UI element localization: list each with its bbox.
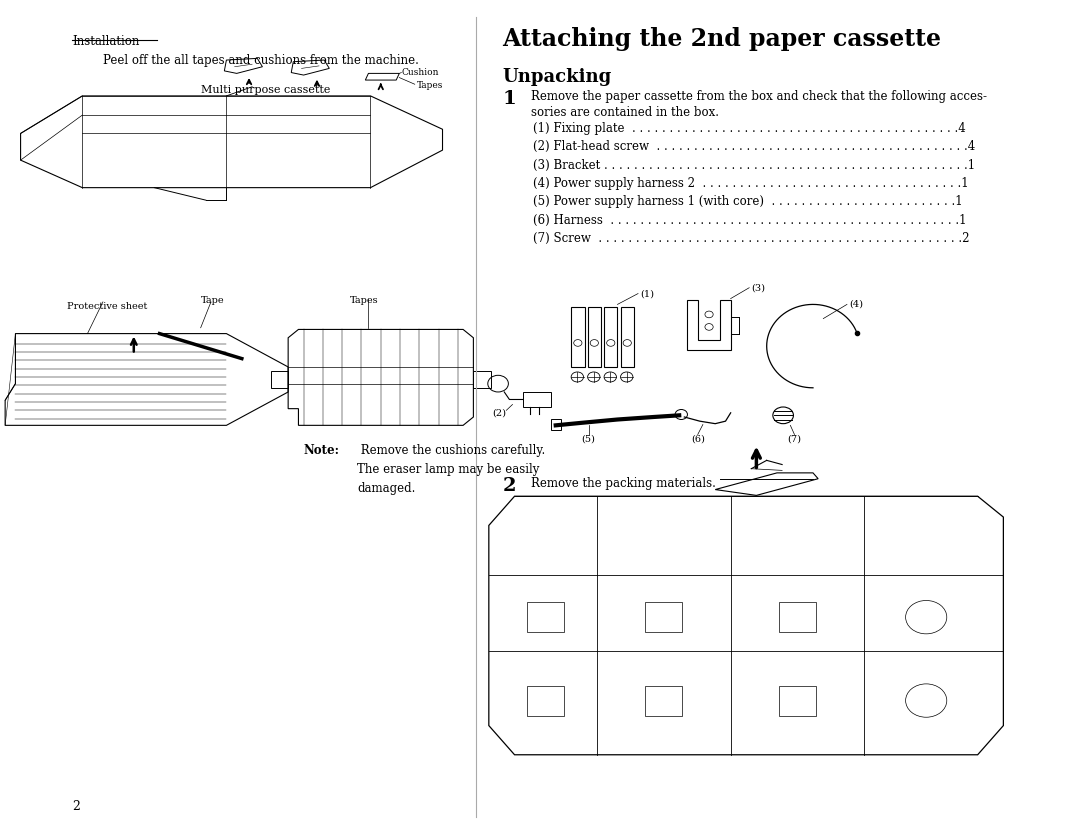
Text: Installation: Installation <box>72 35 139 48</box>
Text: (6) Harness  . . . . . . . . . . . . . . . . . . . . . . . . . . . . . . . . . .: (6) Harness . . . . . . . . . . . . . . … <box>534 214 967 227</box>
Text: (3) Bracket . . . . . . . . . . . . . . . . . . . . . . . . . . . . . . . . . . : (3) Bracket . . . . . . . . . . . . . . … <box>534 158 975 172</box>
Text: Tape: Tape <box>201 296 225 305</box>
Text: (2): (2) <box>492 409 507 417</box>
Text: Unpacking: Unpacking <box>502 68 611 87</box>
Text: (4): (4) <box>849 300 863 309</box>
Text: (1): (1) <box>640 289 654 298</box>
Text: Cushion: Cushion <box>402 68 438 77</box>
Text: (6): (6) <box>691 435 704 444</box>
Text: (7) Screw  . . . . . . . . . . . . . . . . . . . . . . . . . . . . . . . . . . .: (7) Screw . . . . . . . . . . . . . . . … <box>534 232 970 245</box>
Text: (2) Flat-head screw  . . . . . . . . . . . . . . . . . . . . . . . . . . . . . .: (2) Flat-head screw . . . . . . . . . . … <box>534 140 975 153</box>
Text: Note:: Note: <box>303 444 339 457</box>
Text: (1) Fixing plate  . . . . . . . . . . . . . . . . . . . . . . . . . . . . . . . : (1) Fixing plate . . . . . . . . . . . .… <box>534 122 966 135</box>
Text: (3): (3) <box>752 284 766 292</box>
Text: Peel off the all tapes and cushions from the machine.: Peel off the all tapes and cushions from… <box>103 54 419 68</box>
Text: Protective sheet: Protective sheet <box>67 302 147 311</box>
Text: (4) Power supply harness 2  . . . . . . . . . . . . . . . . . . . . . . . . . . : (4) Power supply harness 2 . . . . . . .… <box>534 177 969 190</box>
Text: Multi purpose cassette: Multi purpose cassette <box>201 85 330 95</box>
Text: (5): (5) <box>582 435 595 444</box>
Text: Remove the packing materials.: Remove the packing materials. <box>531 477 716 490</box>
Text: Remove the paper cassette from the box and check that the following acces-: Remove the paper cassette from the box a… <box>531 90 987 103</box>
Text: The eraser lamp may be easily: The eraser lamp may be easily <box>357 463 540 476</box>
Text: Tapes: Tapes <box>350 296 378 305</box>
Text: (7): (7) <box>787 435 801 444</box>
Text: 1: 1 <box>502 90 516 108</box>
Text: 2: 2 <box>502 477 516 495</box>
Text: sories are contained in the box.: sories are contained in the box. <box>531 106 719 119</box>
Text: (5) Power supply harness 1 (with core)  . . . . . . . . . . . . . . . . . . . . : (5) Power supply harness 1 (with core) .… <box>534 195 962 208</box>
Text: Remove the cushions carefully.: Remove the cushions carefully. <box>357 444 545 457</box>
Text: 2: 2 <box>72 800 80 813</box>
Text: damaged.: damaged. <box>357 482 416 495</box>
Text: Attaching the 2nd paper cassette: Attaching the 2nd paper cassette <box>502 27 941 51</box>
Text: Tapes: Tapes <box>417 81 443 89</box>
